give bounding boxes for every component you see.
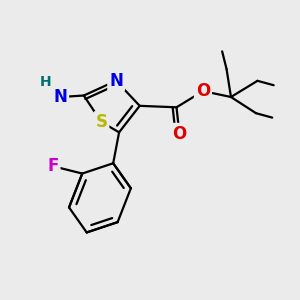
Text: O: O xyxy=(196,82,210,100)
Text: S: S xyxy=(95,113,107,131)
Text: N: N xyxy=(53,88,67,106)
Text: H: H xyxy=(40,75,51,89)
Text: O: O xyxy=(172,125,187,143)
Text: F: F xyxy=(47,157,58,175)
Text: N: N xyxy=(109,72,123,90)
